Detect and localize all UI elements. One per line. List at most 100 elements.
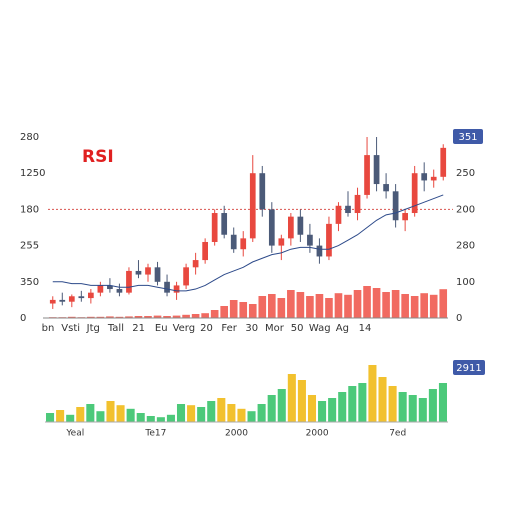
- bar: [106, 401, 115, 422]
- candle-body: [211, 213, 218, 242]
- volume-bar: [287, 290, 295, 318]
- y-axis-label: 180: [20, 204, 39, 215]
- candle-body: [268, 209, 275, 246]
- candle-body: [440, 147, 447, 177]
- candle-body: [116, 289, 123, 293]
- volume-bar: [153, 315, 162, 318]
- volume-bar: [182, 314, 190, 318]
- candle-body: [59, 299, 66, 302]
- moving-average: [52, 194, 444, 292]
- bar: [116, 405, 125, 422]
- volume-bar: [420, 293, 428, 318]
- candle-body: [97, 285, 104, 293]
- volume-bar: [410, 296, 419, 318]
- bar: [136, 413, 145, 422]
- candle-body: [88, 292, 94, 299]
- x-tick-label: Ag: [336, 323, 349, 334]
- candle-body: [49, 299, 56, 304]
- x-tick-label: Mor: [265, 323, 285, 334]
- candle-body: [164, 281, 170, 293]
- bar: [56, 410, 65, 422]
- y-axis-label: 255: [20, 241, 39, 252]
- candle-body: [326, 223, 332, 257]
- bar: [287, 374, 296, 422]
- y-axis-label: 0: [20, 313, 26, 324]
- bar: [408, 395, 417, 422]
- bar: [227, 404, 236, 422]
- bar: [156, 417, 165, 422]
- candle-body: [373, 155, 380, 185]
- volume-bar: [363, 286, 371, 318]
- bar: [76, 407, 85, 422]
- candle-body: [259, 173, 266, 210]
- bar: [207, 401, 216, 422]
- candle-body: [307, 234, 313, 246]
- volume-bar: [439, 289, 448, 318]
- bar: [388, 386, 397, 422]
- bar: [66, 414, 75, 422]
- volume-bar: [382, 292, 390, 318]
- badge-box: [453, 360, 485, 375]
- volume-bar: [229, 300, 238, 318]
- x-tick-label: 14: [359, 323, 372, 334]
- bar: [187, 405, 196, 422]
- candle-body: [383, 184, 389, 192]
- x-tick-label: Te17: [144, 429, 166, 439]
- bar: [257, 404, 266, 422]
- bar: [328, 398, 337, 422]
- candle-body: [345, 205, 351, 214]
- candle-body: [392, 191, 399, 221]
- candle-body: [221, 213, 228, 235]
- y-axis-label: 350: [20, 277, 39, 288]
- bar: [126, 408, 135, 422]
- y2-axis-label: 100: [456, 277, 475, 288]
- y-axis-label: 280: [20, 132, 39, 143]
- candle-body: [68, 296, 75, 302]
- y-axis-label: 1250: [20, 168, 45, 179]
- candle-body: [421, 173, 428, 181]
- volume-bar: [239, 302, 248, 318]
- candle-body: [297, 216, 304, 235]
- x-tick-label: Wag: [309, 323, 331, 334]
- volume-bar: [268, 294, 276, 318]
- volume-bar: [68, 316, 76, 318]
- x-tick-label: 30: [245, 323, 258, 334]
- x-tick-label: 20: [200, 323, 213, 334]
- candle-body: [335, 205, 342, 224]
- bar: [398, 392, 407, 422]
- x-tick-label: Tall: [107, 323, 124, 334]
- x-tick-label: Eu: [155, 323, 168, 334]
- volume-bar: [429, 294, 438, 318]
- x-tick-label: 2000: [306, 429, 329, 439]
- volume-bar: [87, 316, 95, 318]
- candle-body: [78, 296, 85, 299]
- badge: 2911: [456, 363, 481, 374]
- volume-bar: [134, 316, 143, 318]
- x-tick-label: Yeal: [65, 429, 84, 439]
- volume-bar: [391, 290, 400, 318]
- x-tick-label: Jtg: [86, 323, 100, 334]
- bar: [86, 404, 95, 422]
- bar: [217, 398, 226, 422]
- bar: [428, 389, 437, 422]
- volume-bar: [258, 296, 267, 318]
- bar: [197, 407, 206, 422]
- bar: [348, 386, 357, 422]
- badge-box: [453, 129, 483, 144]
- volume-bar: [191, 314, 200, 318]
- candle-body: [173, 285, 180, 293]
- volume-bar: [401, 294, 409, 318]
- volume-bar: [296, 292, 305, 318]
- bar: [318, 401, 327, 422]
- volume-bar: [220, 306, 228, 318]
- volume-bar: [334, 293, 343, 318]
- x-tick-label: Fer: [221, 323, 237, 334]
- volume-bar: [353, 290, 362, 318]
- volume-bar: [210, 310, 219, 318]
- chart-title: RSI: [82, 147, 114, 167]
- candle-body: [249, 173, 256, 239]
- candle-body: [230, 234, 237, 250]
- candle-body: [135, 270, 142, 275]
- x-tick-label: 7ed: [389, 429, 406, 439]
